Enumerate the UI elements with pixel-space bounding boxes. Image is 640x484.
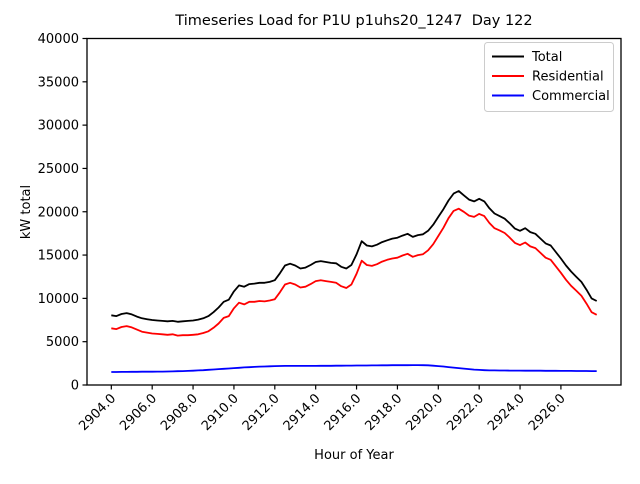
x-tick-label: 2924.0 [485,391,528,434]
y-tick-label: 20000 [38,205,79,220]
legend-label-total: Total [531,50,562,65]
series-line-commercial [111,364,597,373]
series-line-residential [111,207,598,337]
y-tick-label: 10000 [38,292,79,307]
y-tick-label: 30000 [38,119,79,134]
y-axis-label: kW total [19,185,34,239]
legend-label-commercial: Commercial [532,89,610,104]
x-tick-label: 2922.0 [444,391,487,434]
x-axis-label: Hour of Year [314,448,394,463]
legend-label-residential: Residential [532,70,604,85]
legend-box [484,42,614,112]
x-tick-label: 2906.0 [117,391,160,434]
legend: Total Residential Commercial [484,42,614,112]
series-line-total [111,190,598,323]
x-tick-label: 2914.0 [281,391,324,434]
x-tick-label: 2920.0 [403,391,446,434]
x-tick-label: 2908.0 [158,391,201,434]
x-tick-label: 2918.0 [362,391,405,434]
x-tick-label: 2904.0 [76,391,119,434]
y-tick-label: 25000 [38,162,79,177]
plot-series [111,190,598,373]
x-tick-label: 2912.0 [240,391,283,434]
y-tick-label: 15000 [38,249,79,264]
x-tick-label: 2926.0 [526,391,569,434]
y-tick-label: 35000 [38,75,79,90]
y-tick-label: 40000 [38,32,79,47]
y-tick-label: 0 [71,379,79,394]
x-tick-label: 2910.0 [199,391,242,434]
x-tick-label: 2916.0 [322,391,365,434]
chart-title: Timeseries Load for P1U p1uhs20_1247 Day… [174,13,532,29]
y-tick-label: 5000 [46,335,79,350]
